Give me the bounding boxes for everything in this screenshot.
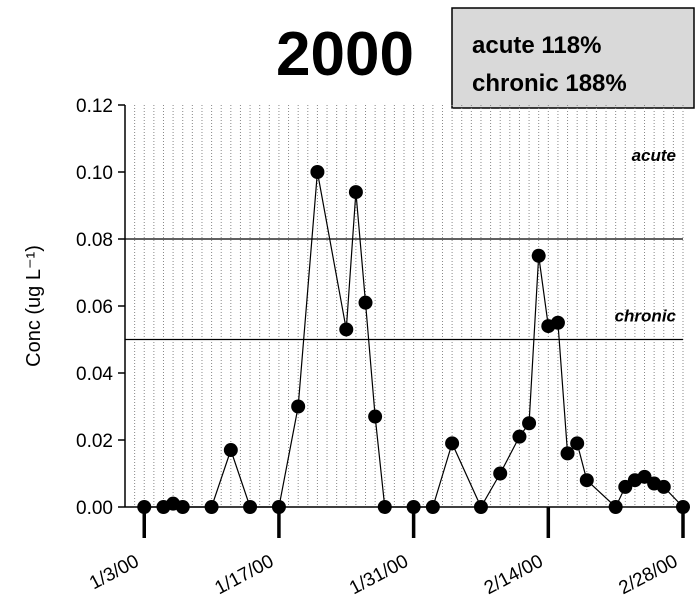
y-tick-label: 0.04 [76,364,113,385]
data-point [493,466,508,481]
data-point [368,409,383,424]
data-point [339,322,354,337]
data-point [175,500,190,514]
data-point [473,500,488,514]
y-tick-label: 0.06 [76,297,113,318]
data-point [377,500,392,514]
data-point [291,399,306,414]
data-point [608,500,623,514]
y-tick-label: 0.00 [76,498,113,519]
data-point [656,479,671,494]
x-tick-label: 2/28/00 [616,551,682,599]
reference-label: chronic [615,307,677,326]
annotation: acute 118% [472,32,601,59]
reference-label: acute [632,146,676,165]
data-point [445,436,460,451]
annotation-box [451,7,695,109]
data-point [579,473,594,488]
data-point [512,429,527,444]
data-point [204,500,219,514]
x-tick-label: 1/17/00 [211,551,277,599]
data-point [406,500,421,514]
data-point [676,500,690,514]
data-point [560,446,575,461]
y-tick-label: 0.10 [76,163,113,184]
data-point [137,500,152,514]
data-point [531,248,546,263]
x-tick-label: 1/31/00 [346,551,412,599]
data-point [550,315,565,330]
x-tick-label: 1/3/00 [86,551,143,594]
data-point [243,500,258,514]
data-point [425,500,440,514]
y-tick-label: 0.02 [76,431,113,452]
data-point [358,295,373,310]
x-tick-label: 2/14/00 [481,551,547,599]
annotation: chronic 188% [472,70,627,97]
data-point [522,416,537,431]
y-axis-title: Conc (ug L⁻¹) [23,245,45,367]
data-point [348,185,363,200]
y-tick-label: 0.12 [76,96,113,117]
data-point [570,436,585,451]
data-point [271,500,286,514]
data-point [310,165,325,179]
chart-title: 2000 [276,20,414,89]
y-tick-label: 0.08 [76,230,113,251]
data-point [223,443,238,458]
